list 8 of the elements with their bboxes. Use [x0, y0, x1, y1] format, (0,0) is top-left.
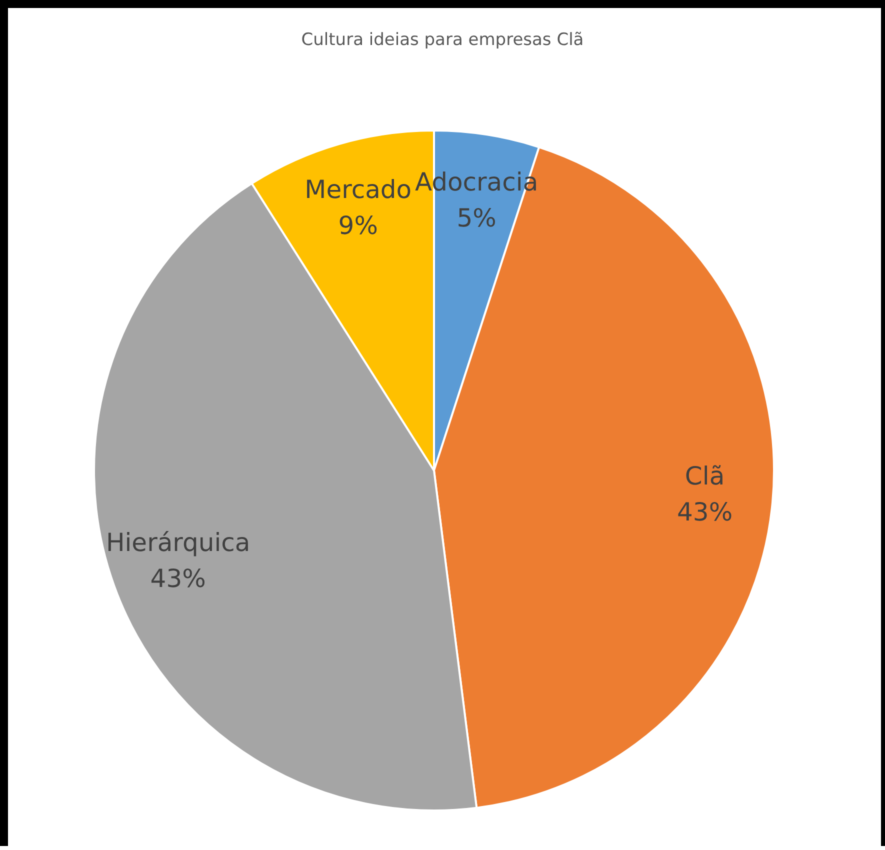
data-label: 43% — [677, 498, 733, 527]
chart-title: Cultura ideias para empresas Clã — [300, 30, 585, 50]
slice-label: Hierárquica — [106, 528, 250, 558]
data-label: 5% — [456, 203, 496, 232]
slice-label: Clã — [684, 462, 725, 491]
data-label: 43% — [150, 564, 206, 594]
data-label: 9% — [338, 210, 378, 240]
slice-label: Mercado — [304, 174, 412, 204]
